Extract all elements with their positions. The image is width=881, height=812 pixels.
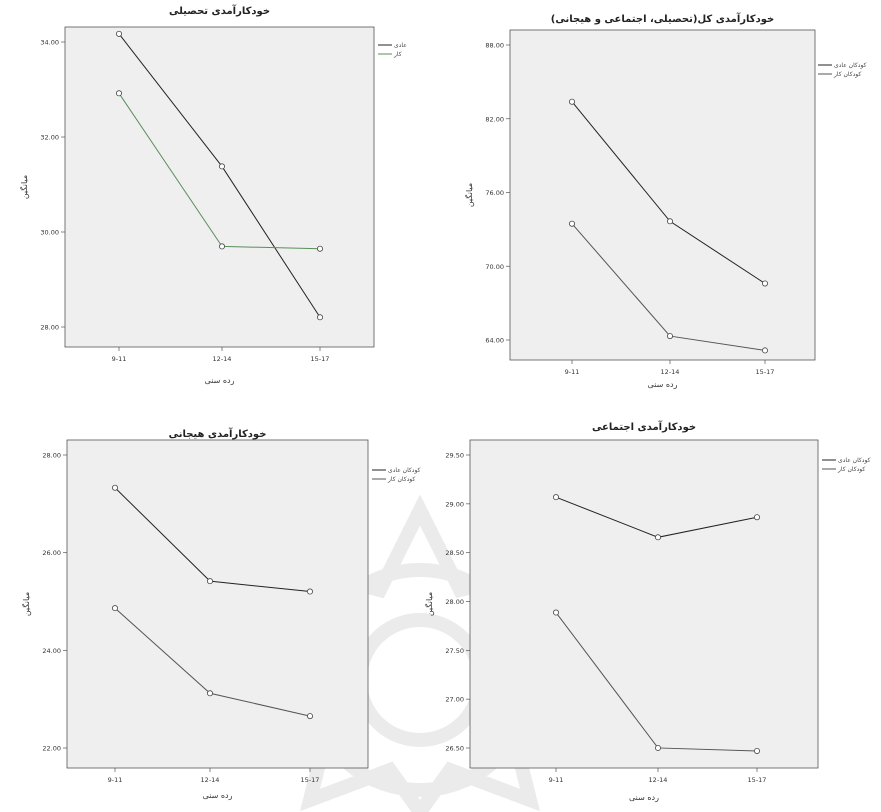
x-tick-label: 12-14	[649, 776, 668, 784]
data-point	[553, 609, 560, 616]
x-tick-label: 9-11	[549, 776, 564, 784]
y-tick-label: 26.50	[445, 745, 464, 753]
x-tick-label: 15-17	[748, 776, 767, 784]
plot-area	[509, 29, 816, 361]
y-tick-label: 28.00	[42, 452, 61, 460]
y-axis-label: میانگین	[424, 592, 434, 616]
y-tick-label: 76.00	[485, 189, 504, 197]
y-tick-label: 34.00	[40, 39, 59, 47]
y-tick-label: 29.00	[445, 500, 464, 508]
legend-label: کار	[393, 51, 402, 58]
chart-title: خودکارآمدی کل(تحصیلی، اجتماعی و هیجانی)	[551, 12, 774, 25]
data-point	[112, 484, 119, 491]
data-point	[206, 578, 213, 585]
x-axis-label: رده سنی	[648, 380, 678, 389]
data-point	[667, 333, 674, 340]
data-point	[112, 605, 119, 612]
data-point	[206, 690, 213, 697]
x-tick-label: 15-17	[301, 776, 320, 784]
y-tick-label: 30.00	[40, 229, 59, 237]
legend-label: عادی	[394, 42, 407, 49]
legend-label: کودکان کار	[833, 71, 861, 78]
x-axis-label: رده سنی	[629, 793, 659, 802]
x-axis-label: رده سنی	[205, 376, 235, 385]
y-axis-label: میانگین	[19, 175, 29, 199]
data-point	[754, 514, 761, 521]
chart-title: خودکارآمدی تحصیلی	[169, 4, 270, 17]
plot-area	[66, 439, 369, 769]
data-point	[762, 347, 769, 354]
data-point	[553, 494, 560, 501]
chart-1: خودکارآمدی تحصیلی 34.00 32.00 30.00 28.00 9-1…	[19, 4, 407, 385]
data-point	[116, 90, 123, 97]
x-axis-label: رده سنی	[203, 791, 233, 800]
y-tick-label: 28.00	[40, 324, 59, 332]
legend-label: کودکان کار	[387, 476, 415, 483]
y-tick-label: 82.00	[485, 115, 504, 123]
data-point	[667, 218, 674, 225]
y-axis-label: میانگین	[21, 592, 31, 616]
legend-label: کودکان عادی	[838, 457, 871, 464]
y-tick-label: 27.00	[445, 696, 464, 704]
x-tick-label: 9-11	[108, 776, 123, 784]
data-point	[306, 588, 313, 595]
plot-area	[64, 26, 375, 348]
y-tick-label: 29.50	[445, 452, 464, 460]
data-point	[306, 713, 313, 720]
data-point	[116, 30, 123, 37]
legend-label: کودکان عادی	[834, 62, 867, 69]
legend-label: کودکان کار	[837, 466, 865, 473]
chart-4: خودکارآمدی اجتماعی 29.50 29.00 28.50 28.00 27…	[424, 420, 871, 802]
y-tick-label: 28.50	[445, 549, 464, 557]
data-point	[218, 163, 225, 170]
x-tick-label: 12-14	[201, 776, 220, 784]
data-point	[316, 245, 323, 252]
chart-2: خودکارآمدی کل(تحصیلی، اجتماعی و هیجانی) 8…	[464, 12, 867, 389]
x-tick-label: 12-14	[661, 368, 680, 376]
y-axis-label: میانگین	[464, 183, 474, 207]
y-tick-label: 24.00	[42, 647, 61, 655]
plot-area	[469, 439, 819, 769]
legend-label: کودکان عادی	[388, 467, 421, 474]
y-tick-label: 64.00	[485, 337, 504, 345]
data-point	[569, 220, 576, 227]
data-point	[754, 747, 761, 754]
y-tick-label: 70.00	[485, 263, 504, 271]
data-point	[569, 98, 576, 105]
chart-title: خودکارآمدی هیجانی	[169, 427, 267, 440]
y-tick-label: 32.00	[40, 134, 59, 142]
x-tick-label: 12-14	[213, 355, 232, 363]
data-point	[762, 280, 769, 287]
data-point	[655, 744, 662, 751]
chart-3: خودکارآمدی هیجانی 28.00 26.00 24.00 22.00 9-1…	[21, 427, 421, 800]
x-tick-label: 15-17	[756, 368, 775, 376]
data-point	[655, 534, 662, 541]
y-tick-label: 26.00	[42, 549, 61, 557]
y-tick-label: 22.00	[42, 745, 61, 753]
y-tick-label: 27.50	[445, 647, 464, 655]
y-tick-label: 28.00	[445, 598, 464, 606]
x-tick-label: 9-11	[112, 355, 127, 363]
y-tick-label: 88.00	[485, 42, 504, 50]
x-tick-label: 15-17	[311, 355, 330, 363]
data-point	[316, 314, 323, 321]
x-tick-label: 9-11	[565, 368, 580, 376]
data-point	[218, 243, 225, 250]
chart-title: خودکارآمدی اجتماعی	[592, 420, 696, 433]
